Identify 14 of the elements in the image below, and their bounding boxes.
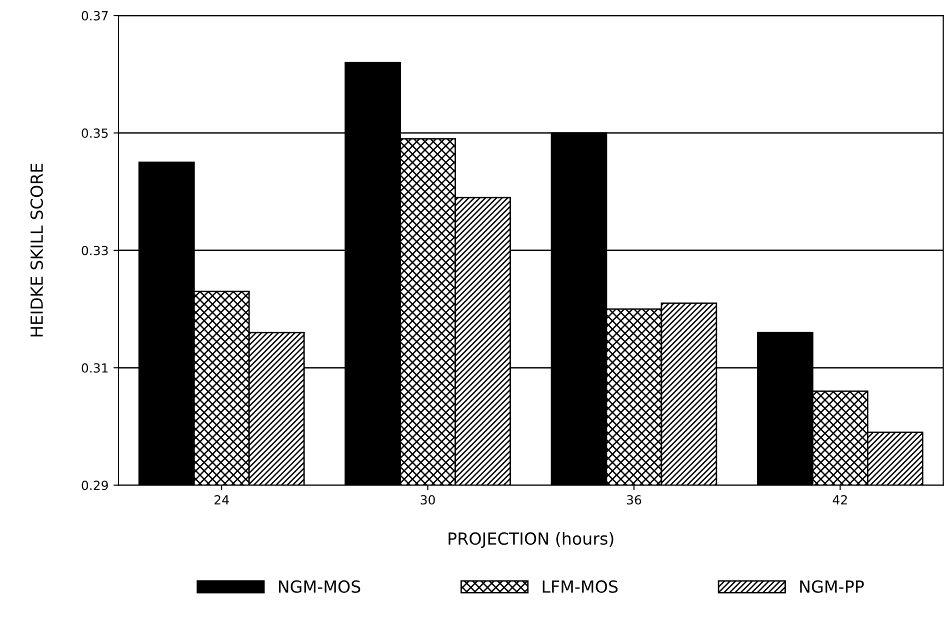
y-tick-label: 0.37 bbox=[82, 11, 108, 20]
x-tick-label: 36 bbox=[626, 495, 642, 505]
x-tick-label: 42 bbox=[832, 495, 847, 504]
y-tick-label: 0.29 bbox=[82, 480, 108, 490]
x-tick-label: 24 bbox=[214, 495, 229, 504]
y-tick-label: 0.33 bbox=[82, 246, 108, 256]
y-tick-label: 0.35 bbox=[82, 128, 108, 138]
x-axis-title: PROJECTION (hours) bbox=[448, 532, 614, 548]
y-axis-title: HEIDKE SKILL SCORE bbox=[30, 164, 43, 336]
legend-label: LFM-MOS bbox=[542, 580, 618, 593]
y-tick-label: 0.31 bbox=[82, 363, 108, 373]
legend-label: NGM-PP bbox=[800, 580, 864, 593]
legend-label: NGM-MOS bbox=[278, 580, 360, 593]
x-tick-label: 30 bbox=[420, 495, 435, 505]
